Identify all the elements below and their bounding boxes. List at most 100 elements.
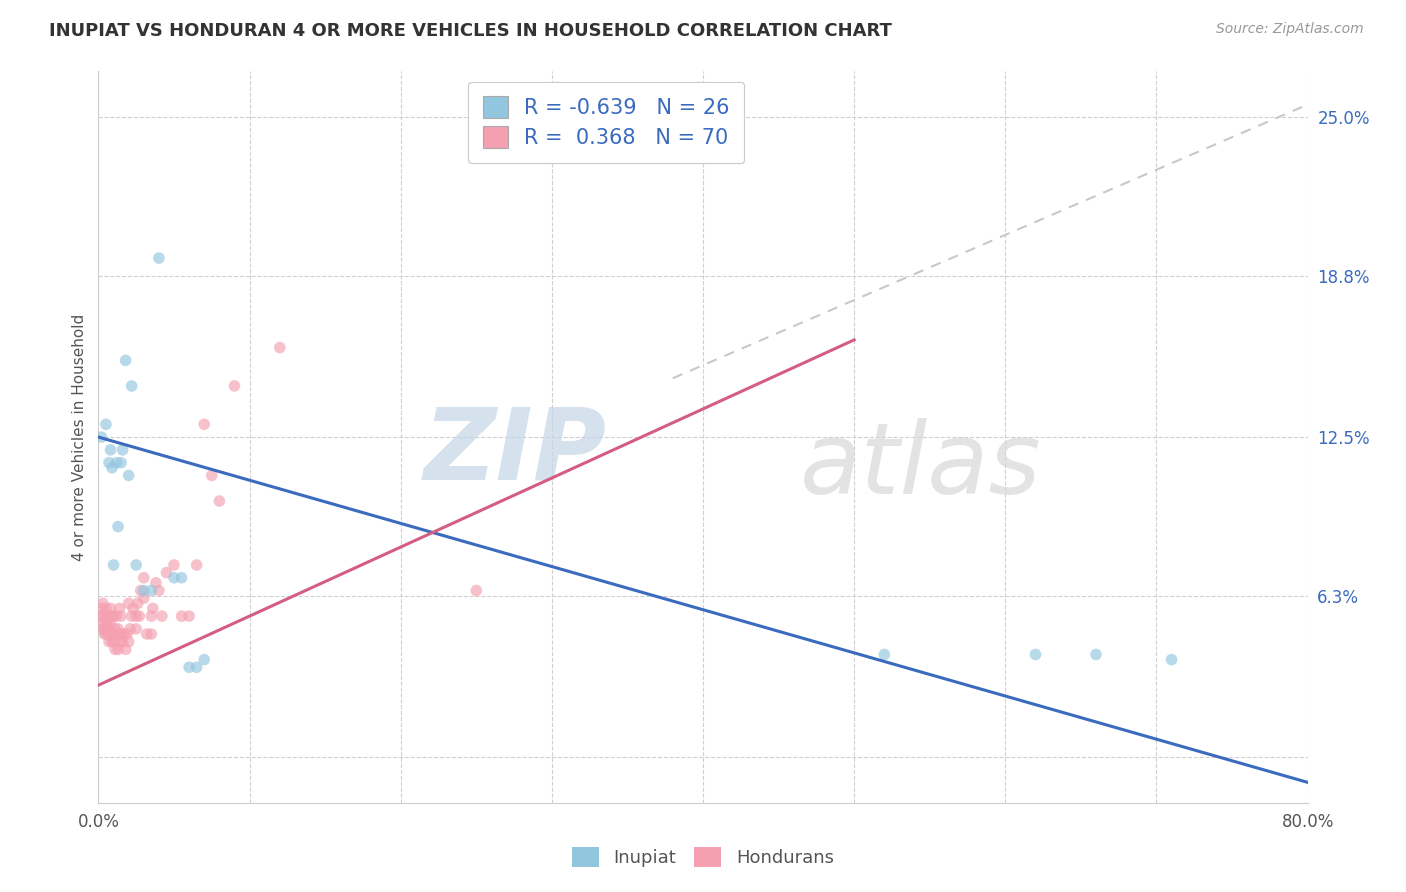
Point xyxy=(118,634,141,648)
Point xyxy=(179,609,201,624)
Point xyxy=(150,609,173,624)
Point xyxy=(148,251,170,265)
Point xyxy=(94,616,117,631)
Point xyxy=(163,558,186,572)
Point xyxy=(142,601,165,615)
Point xyxy=(465,583,488,598)
Text: INUPIAT VS HONDURAN 4 OR MORE VEHICLES IN HOUSEHOLD CORRELATION CHART: INUPIAT VS HONDURAN 4 OR MORE VEHICLES I… xyxy=(49,22,891,40)
Point xyxy=(111,442,134,457)
Point xyxy=(103,609,125,624)
Point xyxy=(170,571,193,585)
Point xyxy=(105,627,128,641)
Point xyxy=(98,634,121,648)
Point xyxy=(91,616,114,631)
Point xyxy=(125,622,148,636)
Point xyxy=(128,609,150,624)
Point xyxy=(96,616,118,631)
Point xyxy=(155,566,177,580)
Point xyxy=(94,627,117,641)
Point xyxy=(208,494,231,508)
Point xyxy=(101,609,124,624)
Point xyxy=(1160,652,1182,666)
Point xyxy=(107,622,129,636)
Point xyxy=(105,456,128,470)
Point xyxy=(94,417,117,432)
Point xyxy=(193,652,215,666)
Point xyxy=(98,609,121,624)
Point xyxy=(873,648,896,662)
Point xyxy=(269,341,291,355)
Point xyxy=(1085,648,1108,662)
Point xyxy=(141,627,163,641)
Point xyxy=(110,627,132,641)
Point xyxy=(98,456,121,470)
Point xyxy=(118,468,141,483)
Point xyxy=(121,379,143,393)
Point xyxy=(104,642,127,657)
Point xyxy=(122,601,145,615)
Point xyxy=(118,596,141,610)
Point xyxy=(89,609,111,624)
Point xyxy=(101,460,124,475)
Point xyxy=(111,634,134,648)
Point xyxy=(148,583,170,598)
Point xyxy=(193,417,215,432)
Point xyxy=(103,558,125,572)
Point xyxy=(110,609,132,624)
Point xyxy=(96,609,118,624)
Point xyxy=(120,622,142,636)
Point xyxy=(115,627,138,641)
Point xyxy=(93,622,115,636)
Point xyxy=(163,571,186,585)
Text: atlas: atlas xyxy=(800,417,1042,515)
Point xyxy=(201,468,224,483)
Point xyxy=(103,627,125,641)
Point xyxy=(104,622,127,636)
Text: Source: ZipAtlas.com: Source: ZipAtlas.com xyxy=(1216,22,1364,37)
Point xyxy=(94,601,117,615)
Point xyxy=(100,616,122,631)
Point xyxy=(90,609,112,624)
Point xyxy=(110,634,132,648)
Legend: R = -0.639   N = 26, R =  0.368   N = 70: R = -0.639 N = 26, R = 0.368 N = 70 xyxy=(468,82,744,162)
Point xyxy=(127,596,149,610)
Point xyxy=(108,601,131,615)
Point xyxy=(129,583,152,598)
Point xyxy=(107,642,129,657)
Point xyxy=(135,627,157,641)
Y-axis label: 4 or more Vehicles in Household: 4 or more Vehicles in Household xyxy=(72,313,87,561)
Legend: Inupiat, Hondurans: Inupiat, Hondurans xyxy=(565,839,841,874)
Point xyxy=(100,601,122,615)
Point xyxy=(1024,648,1046,662)
Point xyxy=(90,601,112,615)
Point xyxy=(224,379,246,393)
Point xyxy=(145,575,167,590)
Point xyxy=(170,609,193,624)
Text: ZIP: ZIP xyxy=(423,403,606,500)
Point xyxy=(132,591,155,606)
Point xyxy=(98,627,121,641)
Point xyxy=(125,558,148,572)
Point xyxy=(100,442,122,457)
Point xyxy=(100,627,122,641)
Point xyxy=(101,627,124,641)
Point xyxy=(91,596,114,610)
Point xyxy=(132,583,155,598)
Point xyxy=(91,622,114,636)
Point xyxy=(186,558,208,572)
Point xyxy=(90,430,112,444)
Point xyxy=(179,660,201,674)
Point xyxy=(114,353,136,368)
Point xyxy=(132,571,155,585)
Point xyxy=(141,609,163,624)
Point xyxy=(93,627,115,641)
Point xyxy=(103,634,125,648)
Point xyxy=(114,642,136,657)
Point xyxy=(107,519,129,533)
Point xyxy=(110,456,132,470)
Point xyxy=(101,634,124,648)
Point xyxy=(112,627,135,641)
Point xyxy=(96,622,118,636)
Point xyxy=(186,660,208,674)
Point xyxy=(125,609,148,624)
